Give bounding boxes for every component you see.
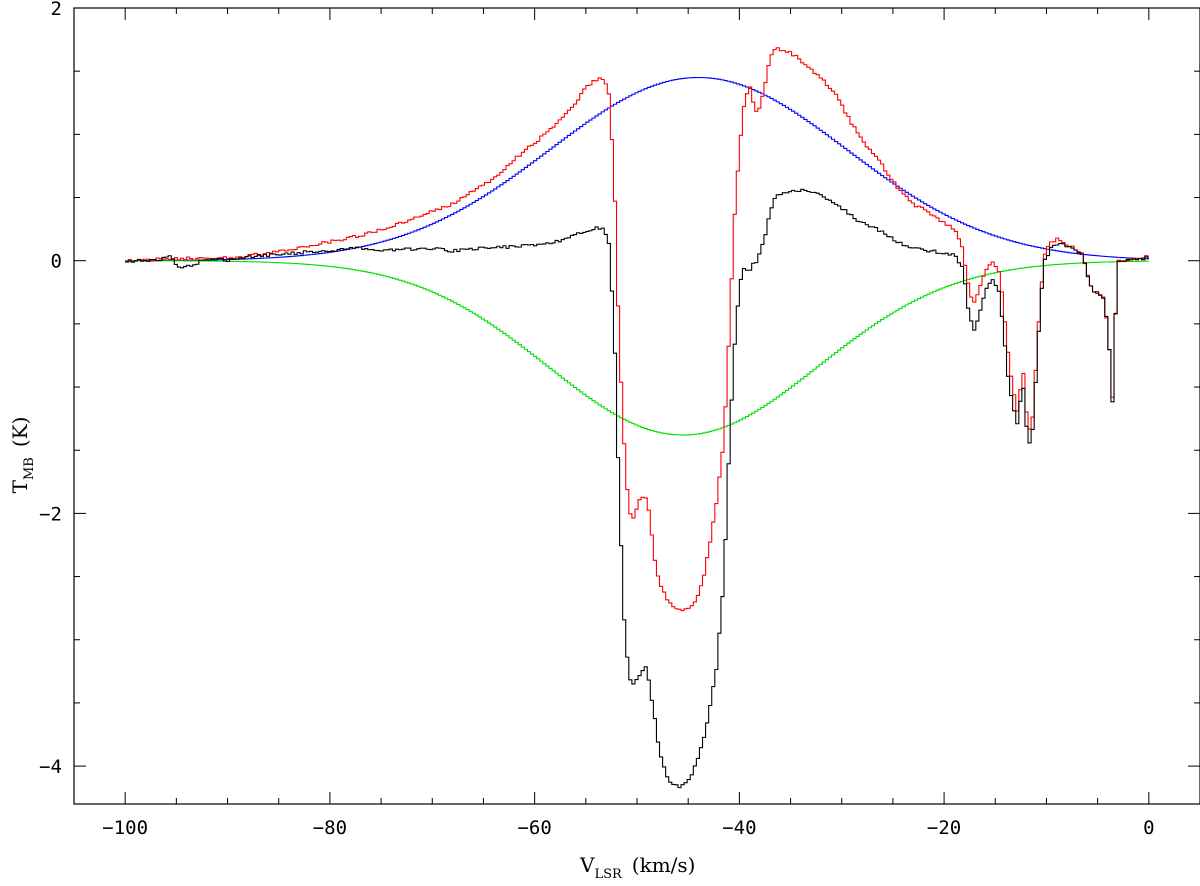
plot-frame [73, 7, 1200, 805]
series-line-0 [125, 47, 1149, 612]
series-line-2 [125, 76, 1149, 262]
axis-ticks [73, 7, 1200, 804]
y-tick-label: 0 [51, 251, 62, 273]
x-tick-label: −40 [722, 817, 756, 839]
y-tick-label: 2 [51, 0, 62, 20]
x-tick-label: −100 [102, 817, 148, 839]
x-axis-label: VLSR (km/s) [579, 853, 695, 882]
y-axis-label: TMB(K) [8, 417, 37, 494]
x-tick-label: −20 [927, 817, 961, 839]
x-tick-label: −60 [517, 817, 551, 839]
x-tick-label: 0 [1143, 817, 1154, 839]
series-group [125, 47, 1149, 789]
y-tick-label: −2 [39, 503, 62, 525]
x-tick-label: −80 [313, 817, 347, 839]
y-tick-label: −4 [39, 756, 62, 778]
series-line-3 [125, 260, 1149, 436]
series-line-1 [125, 188, 1149, 789]
tick-labels: −100 −80 −60 −40 −20 0−4−202 [39, 0, 1154, 839]
